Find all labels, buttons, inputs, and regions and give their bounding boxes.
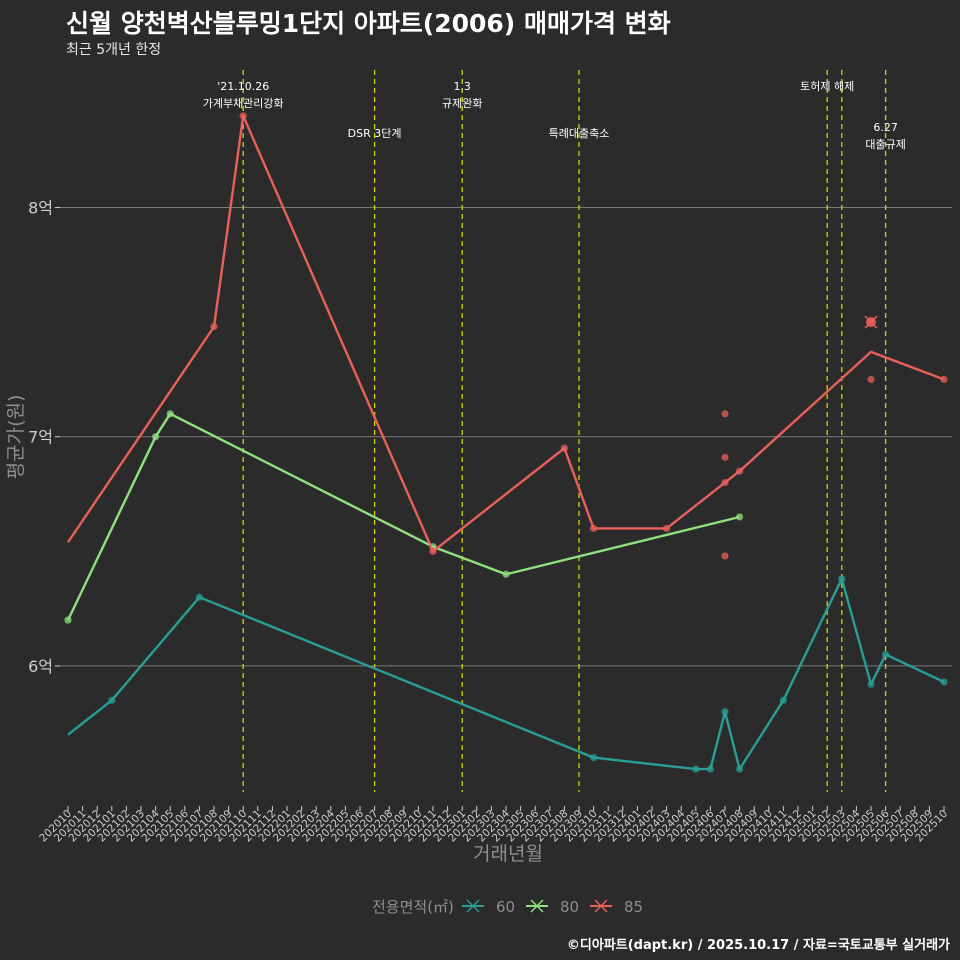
data-point-60 bbox=[940, 678, 948, 686]
data-point-80 bbox=[166, 410, 174, 418]
y-tick-label: 8억 bbox=[28, 199, 53, 218]
data-point-85 bbox=[721, 410, 729, 418]
data-point-85 bbox=[429, 547, 437, 555]
highlight-cross bbox=[864, 315, 878, 329]
legend-label-80: 80 bbox=[560, 898, 579, 916]
data-point-60 bbox=[838, 575, 846, 583]
legend-key-cross-85 bbox=[594, 899, 608, 913]
data-point-80 bbox=[736, 513, 744, 521]
event-label: 토허제 해제 bbox=[800, 79, 854, 93]
legend-label-60: 60 bbox=[496, 898, 515, 916]
legend-label-85: 85 bbox=[624, 898, 643, 916]
chart-caption: ©디아파트(dapt.kr) / 2025.10.17 / 자료=국토교통부 실… bbox=[566, 938, 950, 953]
data-point-85 bbox=[590, 524, 598, 533]
data-point-60 bbox=[882, 650, 890, 659]
data-point-85 bbox=[721, 453, 729, 461]
y-axis-title: 평균가(원) bbox=[5, 395, 27, 480]
x-axis-title: 거래년월 bbox=[473, 843, 543, 865]
data-point-60 bbox=[706, 765, 715, 773]
series-line-60 bbox=[67, 577, 945, 771]
data-point-85 bbox=[736, 467, 744, 475]
chart-subtitle: 최근 5개년 한정 bbox=[66, 42, 162, 58]
event-label: DSR 3단계 bbox=[348, 127, 402, 140]
event-label: 규제완화 bbox=[442, 97, 482, 110]
event-label: 6.27 bbox=[873, 121, 898, 134]
data-point-60 bbox=[867, 680, 875, 688]
data-point-85 bbox=[239, 112, 247, 120]
data-point-85 bbox=[940, 375, 948, 384]
data-point-80 bbox=[64, 616, 72, 624]
event-label: 대출규제 bbox=[865, 138, 905, 151]
chart-title: 신월 양천벽산블루밍1단지 아파트(2006) 매매가격 변화 bbox=[66, 9, 671, 38]
event-label: 가계부채관리강화 bbox=[203, 97, 284, 110]
data-point-60 bbox=[195, 593, 203, 601]
data-point-85 bbox=[867, 375, 875, 384]
data-point-85 bbox=[721, 478, 729, 487]
data-point-60 bbox=[779, 696, 788, 704]
series-line-85 bbox=[67, 114, 945, 553]
data-point-80 bbox=[152, 433, 160, 441]
data-point-85 bbox=[721, 552, 729, 560]
event-label: '21.10.26 bbox=[217, 80, 269, 93]
y-tick-label: 6억 bbox=[28, 657, 53, 676]
data-point-60 bbox=[736, 765, 744, 773]
data-point-85 bbox=[663, 524, 671, 533]
data-point-80 bbox=[502, 570, 510, 578]
y-tick-label: 7억 bbox=[28, 428, 53, 447]
legend-key-cross-80 bbox=[530, 899, 544, 913]
legend-title: 전용면적(㎡) bbox=[372, 898, 454, 916]
series-line-80 bbox=[66, 412, 740, 621]
event-label: 1.3 bbox=[453, 80, 471, 93]
data-point-85 bbox=[210, 323, 218, 331]
data-point-60 bbox=[108, 696, 116, 704]
data-point-60 bbox=[721, 708, 729, 716]
data-point-60 bbox=[692, 765, 700, 773]
event-label: 특례대출축소 bbox=[549, 127, 610, 140]
data-point-85 bbox=[560, 444, 569, 452]
legend-key-cross-60 bbox=[466, 899, 480, 913]
data-point-60 bbox=[590, 754, 598, 762]
